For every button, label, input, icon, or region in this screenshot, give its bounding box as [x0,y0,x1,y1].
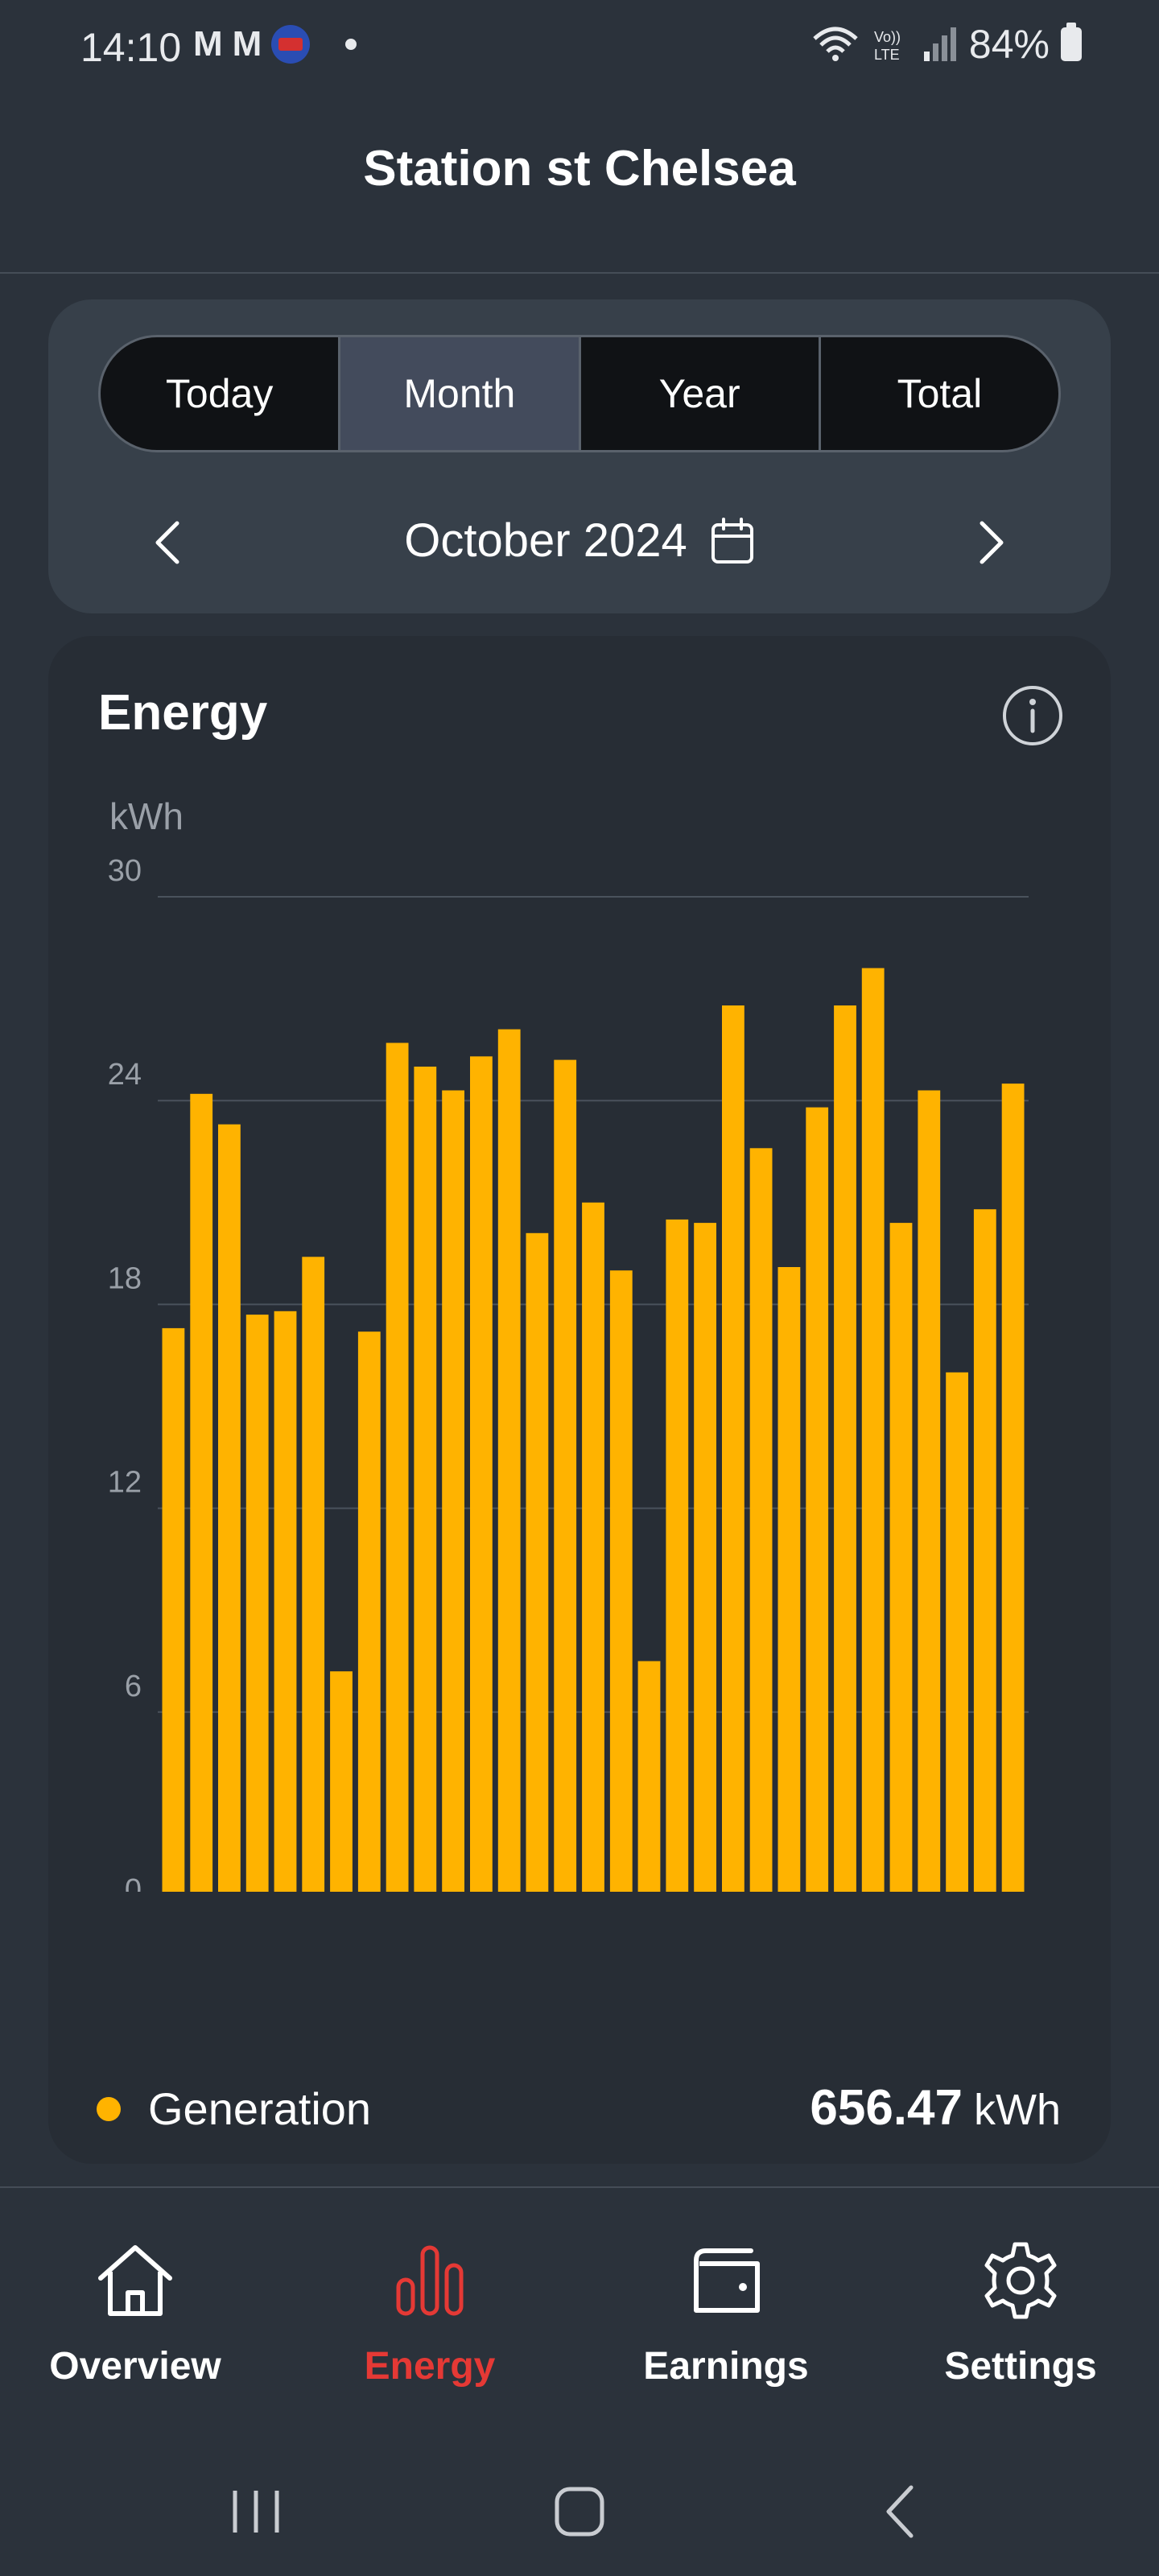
energy-total: 656.47 kWh [810,2079,1061,2136]
bar-day-21[interactable] [722,1005,744,1892]
bar-day-26[interactable] [861,968,885,1892]
wallet-icon [694,2248,760,2313]
calendar-icon [711,517,753,564]
bar-day-15[interactable] [554,1059,577,1892]
next-period-icon[interactable] [966,518,1014,567]
bar-day-8[interactable] [357,1331,381,1892]
wifi-icon [813,27,858,61]
status-right: Vo)) LTE 84% [811,21,1082,68]
tab-total[interactable]: Total [897,371,983,416]
generation-legend-dot [97,2096,121,2121]
previous-period-icon[interactable] [145,518,193,567]
bar-day-19[interactable] [666,1219,689,1892]
bar-day-28[interactable] [918,1090,941,1893]
y-axis-unit-label: kWh [109,795,184,837]
bar-day-3[interactable] [218,1124,241,1892]
bar-day-12[interactable] [470,1056,493,1892]
energy-title: Energy [98,685,268,741]
nav-energy[interactable]: Energy [301,2236,559,2388]
volte-icon: Vo)) LTE [874,29,901,63]
period-selector-card: Today Month Year Total October 2024 [48,299,1111,613]
nav-overview[interactable]: Overview [6,2236,264,2388]
generation-legend-label: Generation [148,2083,372,2134]
gmail-icon: M [193,24,223,64]
gear-icon [984,2242,1057,2319]
date-picker[interactable]: October 2024 [48,514,1111,568]
nav-earnings[interactable]: Earnings [597,2236,855,2388]
energy-bar-chart: kWh061218243024681012141618202224262830 [108,795,1029,1893]
bar-day-23[interactable] [777,1267,801,1892]
back-icon[interactable] [869,2479,934,2544]
signal-icon [923,27,956,61]
energy-card: Energy kWh061218243024681012141618202224… [48,636,1111,2164]
bar-day-9[interactable] [386,1042,409,1893]
tab-today[interactable]: Today [101,337,341,450]
bar-day-25[interactable] [834,1005,856,1892]
bar-day-14[interactable] [526,1232,549,1892]
more-notifications-icon [345,39,357,50]
chart-legend: Generation [97,2083,371,2135]
total-value: 656.47 [810,2080,963,2136]
notification-icons: M M [193,24,357,64]
bar-day-24[interactable] [806,1107,829,1892]
app-header: Station st Chelsea [0,97,1159,274]
status-bar: 14:10 M M Vo)) LTE 84% [0,0,1159,97]
bar-day-6[interactable] [302,1257,325,1892]
bar-day-20[interactable] [694,1223,716,1892]
bar-day-13[interactable] [497,1029,521,1892]
bar-day-22[interactable] [749,1148,773,1892]
nav-overview-label: Overview [49,2345,221,2388]
total-unit: kWh [974,2086,1061,2134]
tab-year[interactable]: Year [581,337,821,450]
home-button-icon[interactable] [547,2479,612,2544]
page-title: Station st Chelsea [363,140,796,196]
bar-day-4[interactable] [245,1315,269,1892]
current-period-label: October 2024 [404,514,687,567]
bar-day-5[interactable] [274,1311,297,1892]
y-tick-label: 6 [125,1670,142,1703]
bar-day-1[interactable] [162,1327,185,1892]
y-tick-label: 30 [108,854,142,888]
recent-apps-icon[interactable] [224,2479,288,2544]
nav-settings[interactable]: Settings [892,2236,1149,2388]
bar-day-17[interactable] [609,1270,633,1892]
svg-text:LTE: LTE [874,47,900,63]
bar-day-16[interactable] [582,1202,604,1892]
bar-day-7[interactable] [330,1671,353,1892]
gmail-icon: M [232,24,262,64]
bar-day-11[interactable] [442,1090,464,1893]
status-time: 14:10 [80,25,182,70]
home-icon [98,2245,172,2316]
info-icon[interactable] [1001,684,1064,747]
period-tabs: Today Month Year Total [98,335,1061,452]
bottom-navigation: Overview Energy Earnings Settings [0,2186,1159,2428]
system-navigation-bar [0,2431,1159,2576]
bar-day-10[interactable] [414,1067,437,1892]
date-navigator: October 2024 [48,501,1111,581]
bar-chart-icon [396,2245,464,2316]
bar-day-18[interactable] [637,1661,661,1893]
svg-text:Vo)): Vo)) [874,29,901,45]
nav-settings-label: Settings [944,2345,1097,2388]
battery-percent: 84% [968,22,1050,67]
bar-day-27[interactable] [889,1223,913,1892]
bar-day-29[interactable] [946,1372,968,1892]
nav-energy-label: Energy [364,2345,496,2388]
y-tick-label: 0 [125,1873,142,1892]
bar-day-2[interactable] [190,1093,213,1892]
y-tick-label: 12 [108,1466,142,1500]
tab-month[interactable]: Month [340,337,581,450]
bar-day-30[interactable] [973,1209,996,1892]
y-tick-label: 24 [108,1058,142,1092]
nav-earnings-label: Earnings [643,2345,809,2388]
battery-icon [1061,23,1082,61]
y-tick-label: 18 [108,1261,142,1295]
app-notification-icon [271,25,311,64]
bar-day-31[interactable] [1001,1084,1025,1892]
